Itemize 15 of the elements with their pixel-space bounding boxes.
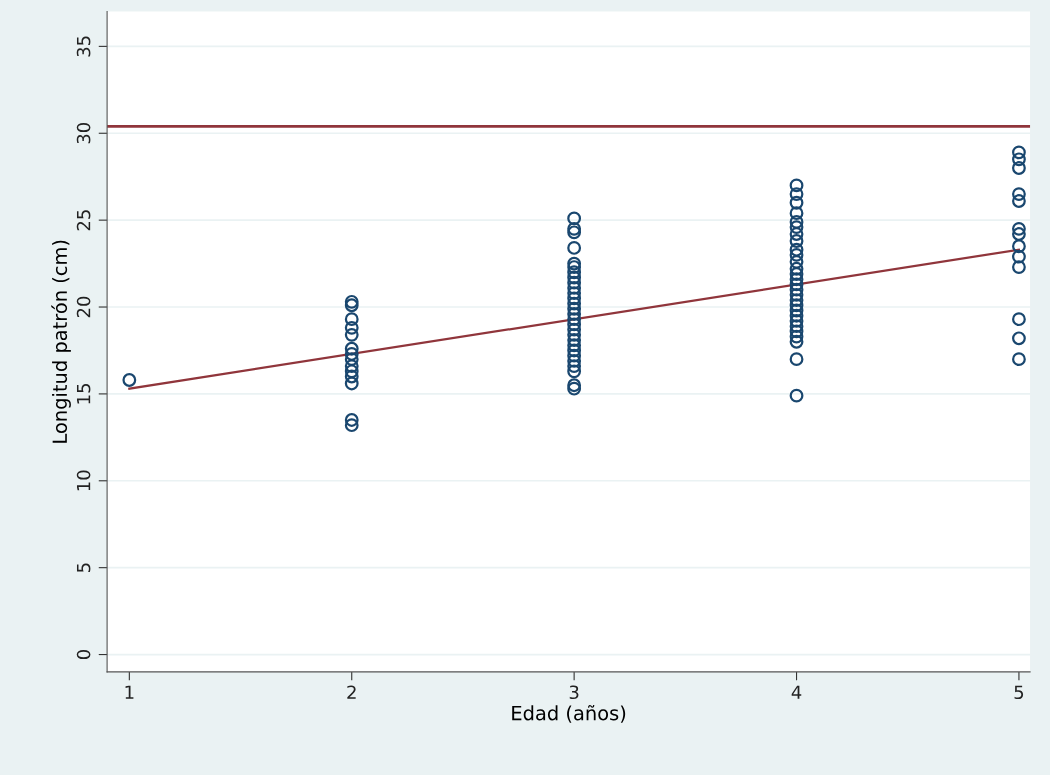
x-tick-label: 3 (569, 685, 579, 700)
x-tick-label: 4 (791, 685, 802, 699)
y-tick-label: 5 (76, 563, 91, 573)
y-tick-label: 25 (76, 210, 91, 231)
y-tick-label: 0 (76, 650, 91, 660)
x-axis-title: Edad (años) (512, 705, 626, 723)
x-tick-label: 2 (347, 685, 356, 699)
y-axis-title: Longitud patrón (cm) (51, 240, 71, 443)
y-tick-label: 15 (76, 383, 91, 404)
x-tick-label: 1 (125, 685, 134, 699)
y-tick-label: 10 (76, 470, 91, 491)
y-tick-label: 30 (76, 122, 91, 144)
x-tick-label: 5 (1014, 685, 1024, 700)
y-tick-label: 35 (76, 36, 91, 57)
y-tick-label: 20 (76, 296, 91, 318)
